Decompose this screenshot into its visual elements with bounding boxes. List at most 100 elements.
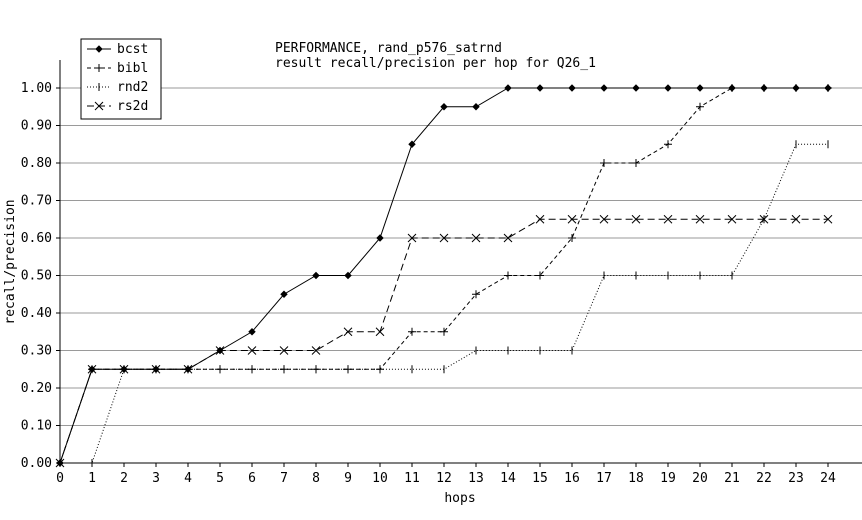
x-tick-label: 24 — [820, 471, 836, 486]
data-point — [471, 233, 481, 243]
data-point — [440, 327, 448, 336]
x-tick-label: 21 — [724, 471, 740, 486]
y-axis-label: recall/precision — [3, 199, 18, 324]
data-point-marker — [247, 346, 257, 355]
data-point — [94, 101, 104, 111]
data-point-marker — [696, 84, 704, 92]
data-point-marker — [440, 103, 448, 111]
data-point — [87, 364, 97, 374]
data-point-marker — [151, 364, 161, 374]
series-rnd2 — [59, 140, 829, 467]
data-point — [631, 214, 641, 224]
x-tick-label: 17 — [596, 471, 612, 486]
data-point — [632, 159, 640, 167]
data-point-marker — [215, 346, 225, 355]
data-point-marker — [119, 364, 129, 374]
data-point-marker — [440, 327, 448, 336]
series-line-rs2d — [59, 218, 828, 464]
legend-label: bibl — [117, 61, 148, 76]
data-point — [375, 327, 385, 337]
x-tick-label: 3 — [152, 471, 160, 486]
data-point-marker — [472, 290, 480, 299]
data-point-marker — [55, 458, 65, 468]
data-point — [183, 364, 193, 374]
data-point-marker — [376, 234, 384, 242]
data-point — [248, 328, 256, 336]
legend-item-rnd2: rnd2 — [87, 80, 148, 95]
x-tick-label: 9 — [344, 471, 352, 486]
data-point — [312, 271, 320, 280]
data-point-marker — [312, 271, 320, 280]
series-line-rnd2 — [60, 143, 828, 464]
data-point — [151, 364, 161, 374]
data-point-marker — [183, 364, 193, 374]
data-point — [600, 159, 608, 167]
data-point — [823, 214, 833, 224]
x-tick-label: 11 — [404, 471, 420, 486]
grid-lines — [60, 87, 862, 426]
data-point-marker — [343, 327, 353, 337]
data-point-marker — [536, 271, 544, 280]
x-tick-label: 16 — [564, 471, 580, 486]
data-point-marker — [727, 214, 737, 224]
data-point — [663, 214, 673, 224]
data-point-marker — [792, 84, 800, 92]
data-point — [535, 214, 545, 224]
y-tick-label: 0.00 — [21, 456, 52, 471]
data-point-marker — [407, 233, 417, 243]
series-group — [55, 84, 833, 468]
data-point — [408, 140, 416, 148]
data-point — [728, 84, 736, 92]
y-tick-label: 1.00 — [21, 81, 52, 96]
data-point-marker — [663, 214, 673, 224]
data-point — [376, 234, 384, 242]
y-tick-label: 0.40 — [21, 306, 52, 321]
data-point — [311, 346, 321, 355]
x-tick-label: 4 — [184, 471, 192, 486]
y-tick-label: 0.50 — [21, 269, 52, 284]
data-point-marker — [696, 102, 704, 111]
x-tick-label: 22 — [756, 471, 772, 486]
data-point — [504, 271, 512, 280]
axes — [59, 60, 862, 464]
data-point — [664, 84, 672, 92]
data-point — [504, 84, 512, 92]
data-point-marker — [94, 101, 104, 111]
data-point — [536, 84, 544, 92]
data-point — [824, 84, 832, 92]
data-point — [279, 346, 289, 355]
y-tick-labels: 0.00 0.10 0.20 0.30 0.40 0.50 0.60 0.70 0.80 0.90… — [21, 81, 60, 471]
data-point-marker — [375, 327, 385, 337]
data-point-marker — [600, 159, 608, 167]
chart-subtitle: result recall/precision per hop for Q26_… — [275, 56, 596, 71]
x-tick-label: 6 — [248, 471, 256, 486]
x-tick-label: 19 — [660, 471, 676, 486]
legend: bcst bibl rnd2 rs2d — [80, 38, 162, 120]
x-tick-label: 0 — [56, 471, 64, 486]
data-point-marker — [248, 328, 256, 336]
data-point — [664, 140, 672, 149]
data-point — [503, 233, 513, 243]
data-point — [599, 214, 609, 224]
data-point — [695, 214, 705, 224]
data-point-marker — [824, 84, 832, 92]
data-point — [791, 214, 801, 224]
legend-box — [80, 38, 162, 120]
data-point-marker — [279, 346, 289, 355]
data-point — [632, 84, 640, 92]
data-point-marker — [823, 214, 833, 224]
x-tick-label: 1 — [88, 471, 96, 486]
x-tick-label: 2 — [120, 471, 128, 486]
data-point-marker — [567, 214, 577, 224]
data-point-marker — [631, 214, 641, 224]
data-point — [55, 458, 65, 468]
data-point-marker — [728, 84, 736, 92]
data-point-marker — [535, 214, 545, 224]
y-tick-label: 0.80 — [21, 156, 52, 171]
data-point — [439, 233, 449, 243]
legend-label: bcst — [117, 42, 148, 57]
data-point-marker — [311, 346, 321, 355]
data-point-marker — [695, 214, 705, 224]
y-tick-label: 0.90 — [21, 119, 52, 134]
x-tick-label: 15 — [532, 471, 548, 486]
